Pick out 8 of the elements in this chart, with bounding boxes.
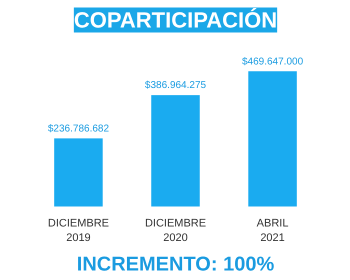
chart-title: COPARTICIPACIÓN: [74, 8, 278, 32]
x-tick-label: DICIEMBRE 2020: [144, 218, 206, 244]
data-label: $386.964.275: [144, 80, 207, 92]
text: INCREMENTO: 100%: [76, 254, 274, 276]
x-tick-label: ABRIL 2021: [256, 218, 288, 244]
x-tick-label: DICIEMBRE 2019: [48, 218, 110, 244]
data-label: $469.647.000: [242, 56, 304, 68]
data-label: $236.786.682: [48, 123, 110, 134]
